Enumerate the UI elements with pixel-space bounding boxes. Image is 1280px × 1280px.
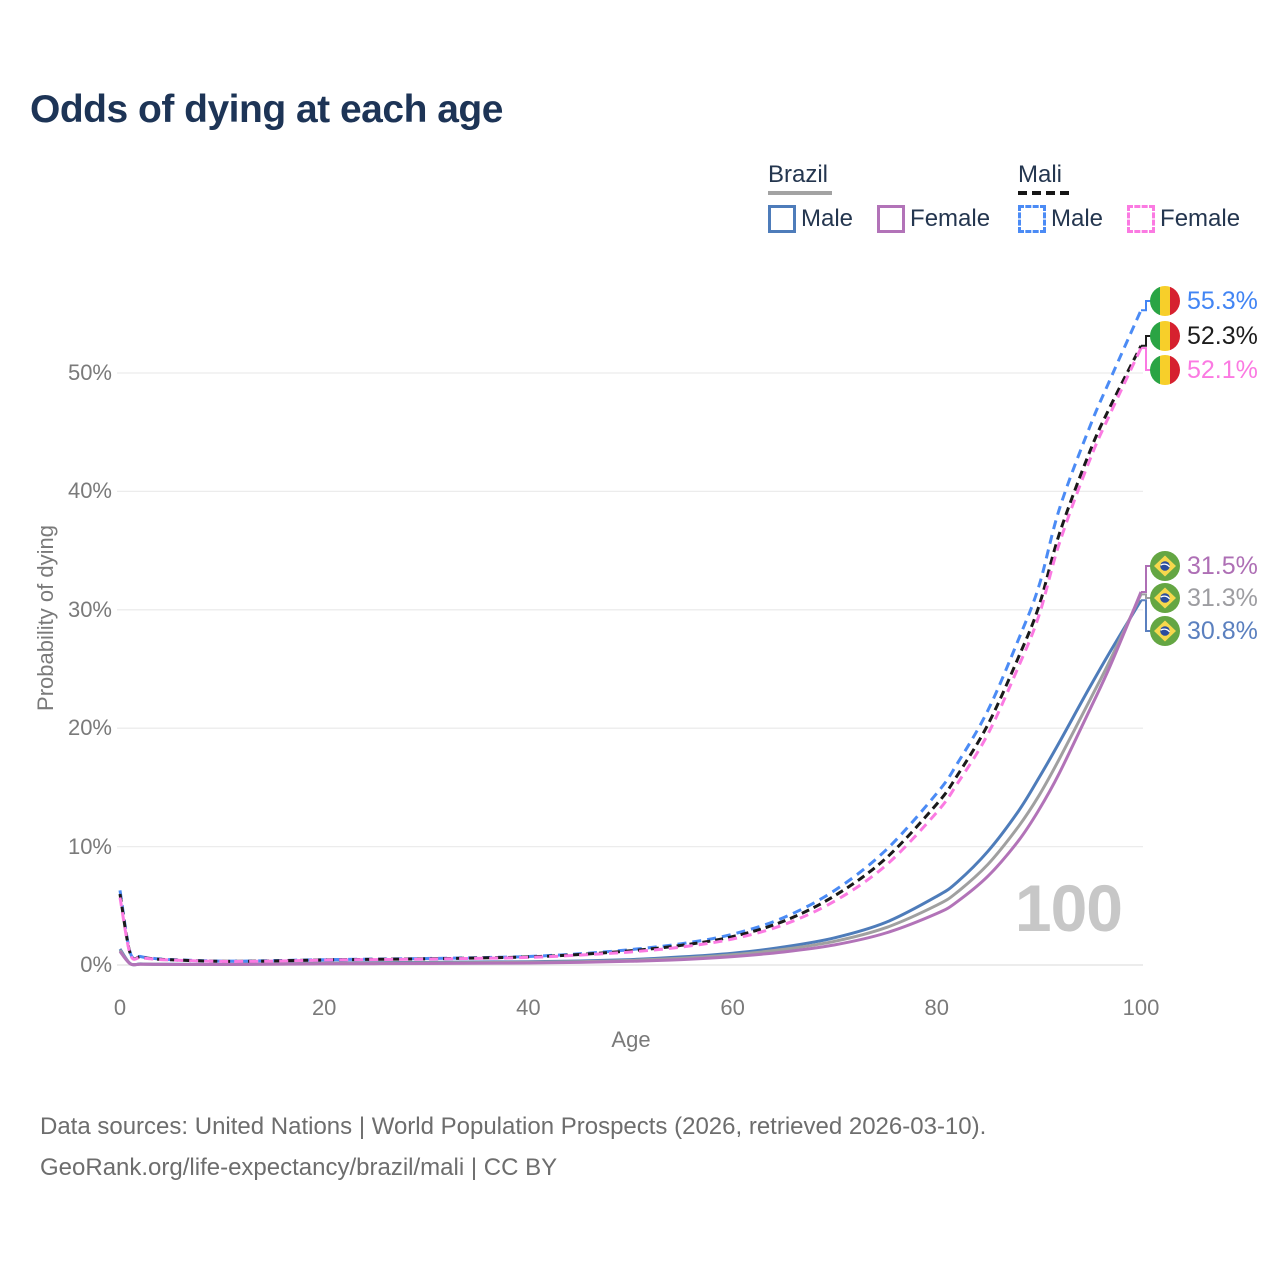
end-label-mali-male: 55.3% bbox=[1150, 285, 1258, 317]
y-tick-label-40%: 40% bbox=[67, 478, 112, 504]
end-label-connector-mali_female bbox=[1141, 347, 1152, 371]
legend-item-label: Female bbox=[910, 205, 991, 232]
end-label-value: 30.8% bbox=[1187, 616, 1258, 645]
attribution-line: GeoRank.org/life-expectancy/brazil/mali … bbox=[40, 1154, 558, 1181]
mali-male-swatch-icon bbox=[1018, 205, 1046, 233]
y-tick-label-30%: 30% bbox=[67, 596, 112, 622]
legend-item-label: Male bbox=[1051, 205, 1104, 232]
end-label-connector-brazil_combined bbox=[1141, 593, 1152, 599]
series-line-mali_combined[interactable] bbox=[118, 345, 1143, 963]
brazil-flag-icon bbox=[1150, 616, 1180, 646]
brazil-male-swatch-icon bbox=[768, 205, 796, 233]
brazil-female-swatch-icon bbox=[877, 205, 906, 233]
end-label-value: 55.3% bbox=[1187, 286, 1258, 315]
legend-header-brazil: Brazil bbox=[768, 161, 829, 188]
end-label-value: 52.3% bbox=[1187, 321, 1258, 350]
series-line-mali_female[interactable] bbox=[118, 347, 1143, 963]
x-tick-label-80: 80 bbox=[924, 995, 950, 1020]
y-tick-label-10%: 10% bbox=[67, 833, 112, 859]
y-tick-label-0%: 0% bbox=[80, 952, 112, 977]
brazil-solid-line-key bbox=[768, 191, 832, 195]
end-label-brazil-male: 30.8% bbox=[1150, 615, 1258, 647]
x-tick-label-100: 100 bbox=[1122, 995, 1160, 1020]
legend-item-brazil-male[interactable]: Male bbox=[768, 205, 853, 233]
legend-header-mali: Mali bbox=[1018, 161, 1063, 188]
end-label-mali-both: 52.3% bbox=[1150, 320, 1258, 352]
legend-item-label: Female bbox=[1160, 205, 1241, 232]
legend-group-mali: Mali Male Female bbox=[1018, 162, 1256, 233]
end-label-brazil-both: 31.3% bbox=[1150, 582, 1258, 614]
series-line-brazil_combined[interactable] bbox=[118, 593, 1143, 967]
x-tick-label-60: 60 bbox=[720, 995, 745, 1020]
brazil-flag-icon bbox=[1150, 583, 1180, 613]
data-sources-line: Data sources: United Nations | World Pop… bbox=[40, 1113, 987, 1140]
end-label-value: 31.3% bbox=[1187, 583, 1258, 612]
brazil-flag-icon bbox=[1150, 551, 1180, 581]
end-label-connector-brazil_male bbox=[1141, 599, 1152, 632]
series-line-brazil_female[interactable] bbox=[118, 591, 1143, 967]
mali-flag-icon bbox=[1150, 321, 1180, 351]
legend-item-brazil-female[interactable]: Female bbox=[877, 205, 990, 233]
mali-female-swatch-icon bbox=[1127, 205, 1156, 233]
end-label-mali-female: 52.1% bbox=[1150, 354, 1258, 386]
end-label-connector-mali_male bbox=[1141, 300, 1152, 312]
end-label-brazil-female: 31.5% bbox=[1150, 550, 1258, 582]
mali-flag-icon bbox=[1150, 355, 1180, 385]
page-title: Odds of dying at each age bbox=[30, 88, 503, 131]
legend-item-mali-female[interactable]: Female bbox=[1127, 205, 1240, 233]
legend-item-mali-male[interactable]: Male bbox=[1018, 205, 1103, 233]
end-label-value: 31.5% bbox=[1187, 551, 1258, 580]
mali-flag-icon bbox=[1150, 286, 1180, 316]
end-label-value: 52.1% bbox=[1187, 355, 1258, 384]
x-tick-label-20: 20 bbox=[311, 995, 337, 1020]
x-axis-title: Age bbox=[611, 1027, 651, 1052]
footer: Data sources: United Nations | World Pop… bbox=[40, 1106, 986, 1188]
x-tick-label-0: 0 bbox=[113, 995, 127, 1020]
legend-group-brazil: Brazil Male Female bbox=[768, 162, 1006, 233]
y-tick-label-20%: 20% bbox=[67, 715, 112, 741]
legend-item-label: Male bbox=[801, 205, 854, 232]
x-tick-label-40: 40 bbox=[516, 995, 541, 1020]
age-watermark: 100 bbox=[1014, 871, 1123, 945]
series-line-brazil_male[interactable] bbox=[118, 599, 1143, 967]
mali-dashed-line-key bbox=[1018, 191, 1070, 195]
y-tick-label-50%: 50% bbox=[67, 360, 112, 385]
end-label-connector-brazil_female bbox=[1141, 565, 1152, 593]
end-label-connector-mali_combined bbox=[1141, 335, 1152, 347]
